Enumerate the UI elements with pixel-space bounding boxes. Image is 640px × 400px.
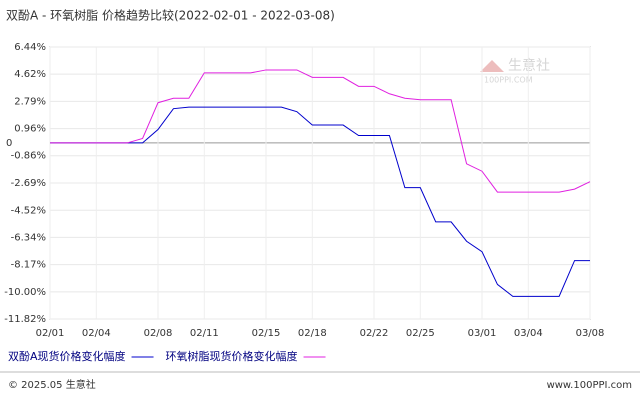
watermark-name: 生意社 bbox=[508, 57, 550, 74]
y-tick-label: -11.82% bbox=[4, 314, 46, 325]
y-tick-label: -6.34% bbox=[11, 232, 46, 243]
x-tick-label: 02/11 bbox=[190, 328, 219, 339]
y-tick-label: -2.69% bbox=[11, 178, 46, 189]
legend-label: 环氧树脂现货价格变化幅度 bbox=[166, 349, 298, 363]
chart-title: 双酚A - 环氧树脂 价格趋势比较(2022-02-01 - 2022-03-0… bbox=[6, 8, 335, 23]
footer-left: © 2025.05 生意社 bbox=[8, 378, 96, 391]
watermark-site: 100PPI.COM bbox=[484, 76, 533, 85]
y-tick-label: 4.62% bbox=[14, 69, 46, 80]
x-tick-label: 02/08 bbox=[144, 328, 173, 339]
x-tick-label: 02/01 bbox=[36, 328, 65, 339]
y-tick-label: 0.96% bbox=[14, 124, 46, 135]
x-tick-label: 02/04 bbox=[82, 328, 111, 339]
watermark-icon bbox=[480, 60, 504, 72]
y-tick-label: 6.44% bbox=[14, 42, 46, 53]
y-tick-label: -10.00% bbox=[4, 287, 46, 298]
x-tick-label: 02/18 bbox=[298, 328, 327, 339]
footer-right: www.100PPI.com bbox=[547, 380, 632, 391]
watermark: 生意社 100PPI.COM bbox=[480, 57, 550, 85]
legend-label: 双酚A现货价格变化幅度 bbox=[8, 349, 126, 363]
series-line bbox=[50, 69, 591, 193]
series-line bbox=[50, 106, 590, 297]
y-tick-label: 0 bbox=[6, 138, 12, 149]
y-tick-label: -4.52% bbox=[11, 205, 46, 216]
y-tick-label: -8.17% bbox=[11, 260, 46, 271]
x-tick-label: 02/15 bbox=[252, 328, 281, 339]
x-tick-label: 03/04 bbox=[514, 328, 543, 339]
y-tick-label: 2.79% bbox=[14, 96, 46, 107]
x-tick-label: 02/22 bbox=[360, 328, 389, 339]
x-tick-label: 02/25 bbox=[406, 328, 435, 339]
x-tick-label: 03/01 bbox=[468, 328, 497, 339]
x-tick-label: 03/08 bbox=[576, 328, 605, 339]
y-tick-label: -0.86% bbox=[11, 151, 46, 162]
